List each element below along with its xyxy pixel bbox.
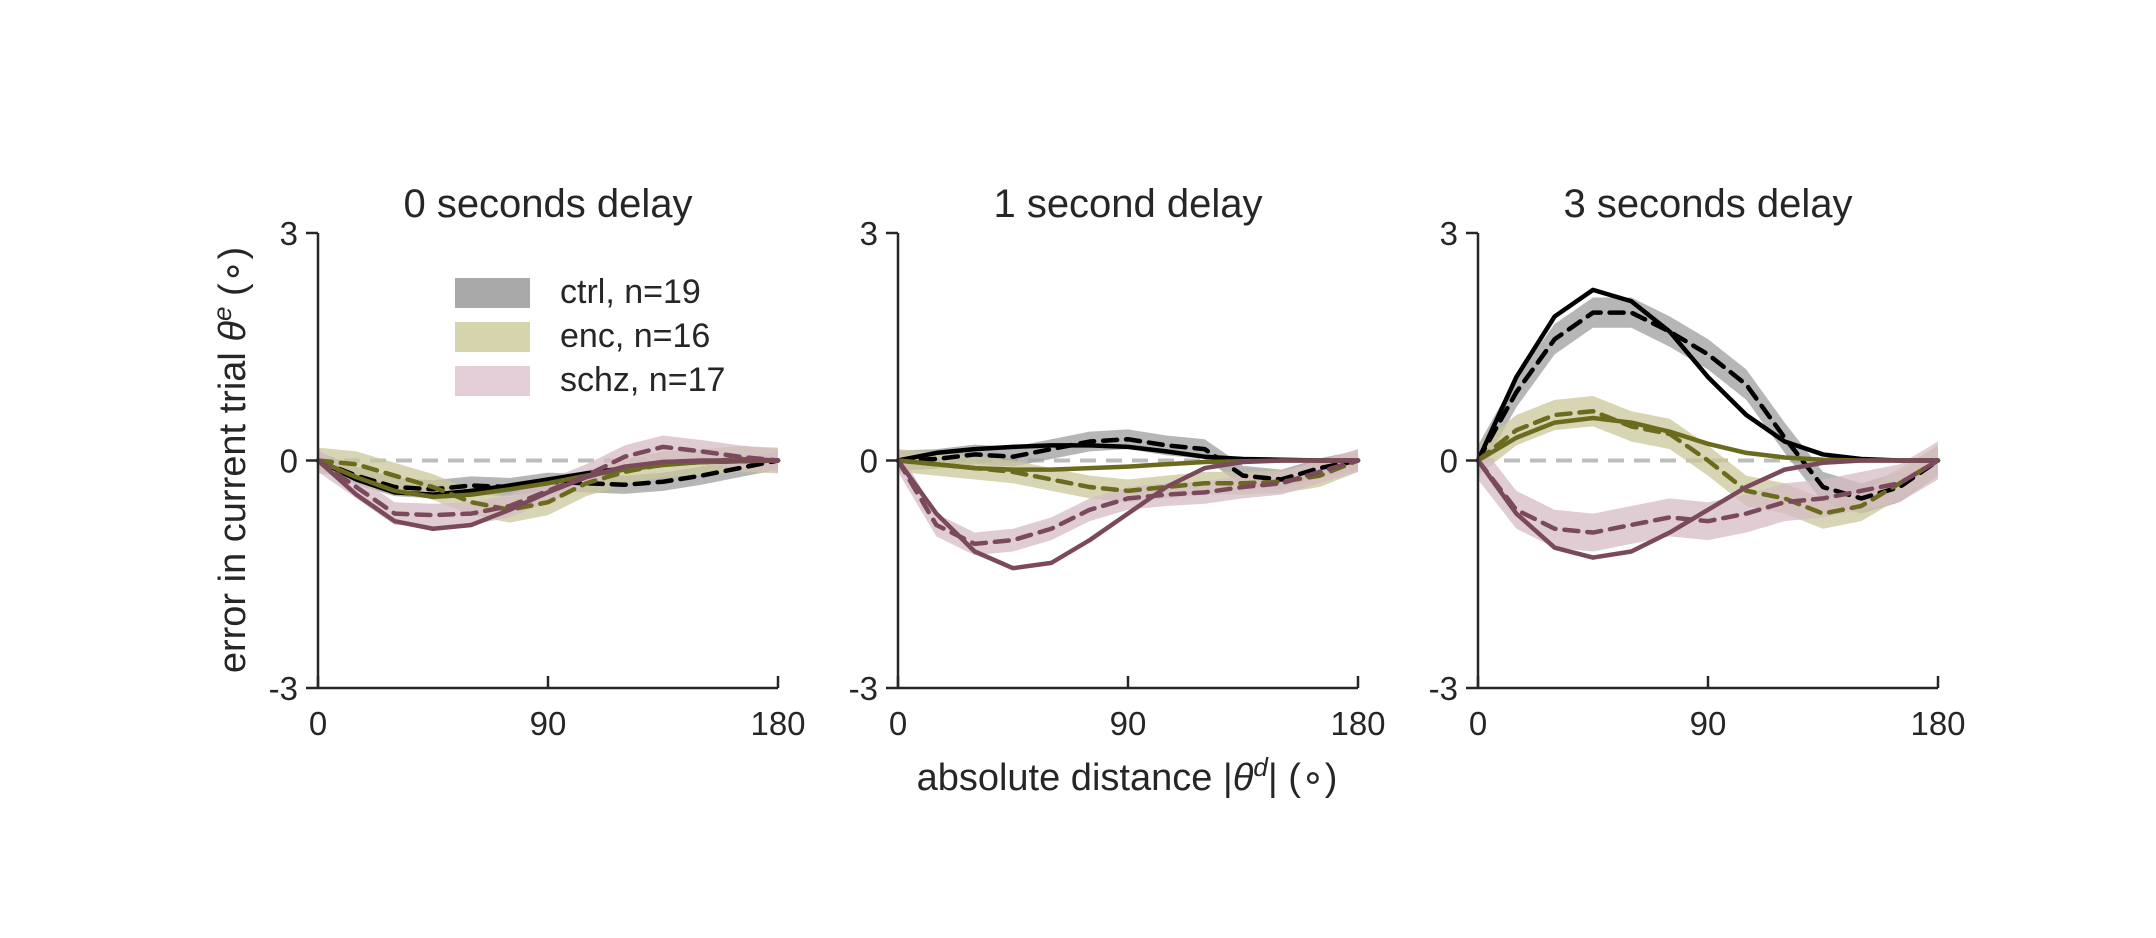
panel-0: -3 0 3 0 90 180 0 seconds delay (269, 182, 806, 742)
y-tick-label: 3 (280, 215, 298, 252)
panels-group: -3 0 3 0 90 180 0 seconds delay -3 0 3 0 90 180 1 sec… (269, 182, 1966, 742)
x-tick-label: 180 (1910, 705, 1965, 742)
x-tick-label: 180 (750, 705, 805, 742)
x-tick-label: 0 (889, 705, 907, 742)
x-tick-label: 0 (1469, 705, 1487, 742)
legend-label-enc: enc, n=16 (560, 317, 710, 355)
legend: ctrl, n=19 enc, n=16 schz, n=17 (455, 273, 725, 399)
x-tick-label: 0 (309, 705, 327, 742)
series-line-ctrl-dashed (895, 437, 1361, 482)
legend-swatch-enc (455, 322, 530, 352)
y-tick-label: 3 (1440, 215, 1458, 252)
series-line-schz-dashed (315, 444, 781, 518)
y-tick-label: -3 (269, 670, 298, 707)
series-line-ctrl-solid (1475, 287, 1941, 463)
y-tick-label: 3 (860, 215, 878, 252)
panel-title: 1 second delay (993, 182, 1262, 226)
series-line-ctrl-dashed (1475, 310, 1941, 501)
x-axis-label: absolute distance |θd| (∘) (917, 752, 1338, 799)
y-tick-label: 0 (860, 443, 878, 480)
legend-swatch-schz (455, 366, 530, 396)
x-tick-label: 90 (1110, 705, 1147, 742)
legend-label-schz: schz, n=17 (560, 361, 725, 399)
panel-title: 0 seconds delay (403, 182, 692, 226)
legend-swatch-ctrl (455, 278, 530, 308)
y-tick-label: 0 (280, 443, 298, 480)
error-band-schz (1478, 441, 1938, 552)
panel-1: -3 0 3 0 90 180 1 second delay (849, 182, 1386, 742)
panel-2: -3 0 3 0 90 180 3 seconds delay (1429, 182, 1966, 742)
series-line-schz-dashed (1475, 458, 1941, 535)
y-tick-label: -3 (1429, 670, 1458, 707)
x-tick-label: 90 (530, 705, 567, 742)
panel-title: 3 seconds delay (1563, 182, 1852, 226)
series-line-enc-dashed (895, 458, 1361, 494)
series-line-schz-solid (315, 458, 781, 531)
series-line-enc-dashed (1475, 408, 1941, 516)
x-tick-label: 180 (1330, 705, 1385, 742)
x-tick-label: 90 (1690, 705, 1727, 742)
y-tick-label: -3 (849, 670, 878, 707)
y-axis-label: error in current trial θe (∘) (207, 247, 254, 673)
series-line-schz-dashed (895, 458, 1361, 547)
y-tick-label: 0 (1440, 443, 1458, 480)
series-line-schz-solid (895, 458, 1361, 571)
series-line-schz-solid (1475, 458, 1941, 560)
legend-label-ctrl: ctrl, n=19 (560, 273, 701, 311)
